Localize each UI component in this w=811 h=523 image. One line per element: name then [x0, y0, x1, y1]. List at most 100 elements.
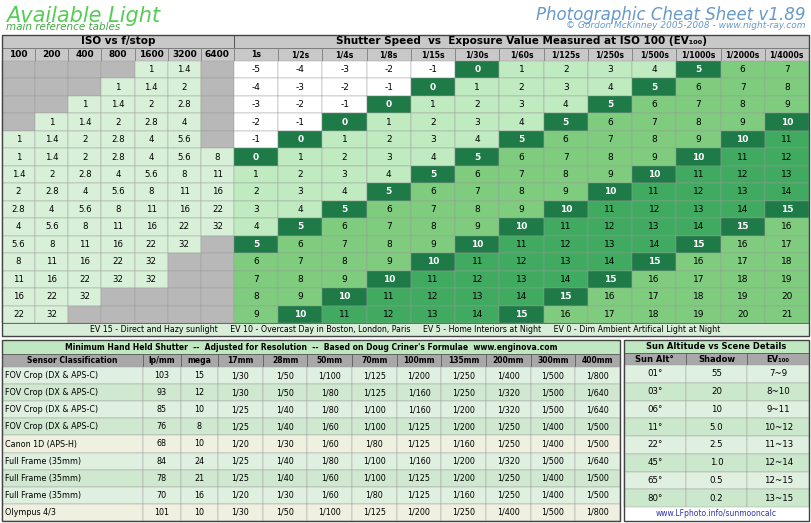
- Bar: [181, 470, 218, 487]
- Bar: [135, 305, 168, 323]
- Text: 1/125: 1/125: [408, 491, 431, 500]
- Text: 1/250: 1/250: [497, 439, 520, 449]
- Bar: [201, 78, 234, 96]
- Text: 1/800: 1/800: [586, 508, 609, 517]
- Text: 1/125: 1/125: [363, 371, 386, 380]
- Text: 10: 10: [736, 135, 749, 144]
- Bar: [168, 253, 201, 270]
- Text: 4: 4: [298, 205, 303, 214]
- Text: 1/1000s: 1/1000s: [681, 50, 715, 59]
- Text: 9: 9: [607, 170, 613, 179]
- Text: 1: 1: [115, 83, 121, 92]
- Bar: [352, 504, 397, 521]
- Text: 32: 32: [212, 222, 223, 232]
- Bar: [765, 201, 809, 218]
- Text: 1/200: 1/200: [408, 508, 431, 517]
- Bar: [685, 489, 747, 507]
- Text: -1: -1: [384, 83, 393, 92]
- Text: 65°: 65°: [647, 476, 663, 485]
- Text: 1/25: 1/25: [231, 457, 250, 465]
- Bar: [323, 236, 367, 253]
- Bar: [632, 131, 676, 149]
- Bar: [307, 384, 352, 401]
- Bar: [68, 288, 101, 305]
- Bar: [201, 96, 234, 113]
- Bar: [747, 418, 809, 436]
- Text: 9: 9: [253, 310, 259, 319]
- Text: Shadow: Shadow: [698, 355, 735, 363]
- Text: 8: 8: [215, 153, 220, 162]
- Text: 10: 10: [427, 257, 440, 266]
- Bar: [530, 401, 575, 418]
- Bar: [588, 113, 632, 131]
- Text: 1/160: 1/160: [408, 457, 431, 465]
- Bar: [234, 201, 278, 218]
- Bar: [720, 201, 765, 218]
- Bar: [765, 236, 809, 253]
- Text: 14: 14: [560, 275, 572, 284]
- Text: lp/mm: lp/mm: [148, 356, 175, 365]
- Bar: [632, 218, 676, 236]
- Bar: [720, 253, 765, 270]
- Bar: [278, 96, 323, 113]
- Text: 16: 16: [604, 292, 616, 301]
- Text: 5: 5: [651, 83, 658, 92]
- Text: www.LFphoto.info/sunmooncalc: www.LFphoto.info/sunmooncalc: [656, 509, 777, 518]
- Text: 8: 8: [253, 292, 259, 301]
- Text: 2: 2: [82, 135, 88, 144]
- Text: 1.4: 1.4: [178, 65, 191, 74]
- Text: 1/500: 1/500: [586, 439, 609, 449]
- Text: 1: 1: [298, 153, 303, 162]
- Bar: [543, 96, 588, 113]
- Bar: [720, 131, 765, 149]
- Bar: [135, 253, 168, 270]
- Bar: [500, 201, 543, 218]
- Bar: [632, 166, 676, 183]
- Text: 10~12: 10~12: [763, 423, 793, 431]
- Bar: [624, 436, 685, 454]
- Text: 1/640: 1/640: [586, 405, 609, 414]
- Text: 1: 1: [430, 100, 436, 109]
- Bar: [765, 253, 809, 270]
- Bar: [101, 236, 135, 253]
- Bar: [68, 48, 101, 61]
- Bar: [2, 436, 143, 452]
- Bar: [676, 61, 720, 78]
- Text: 2.5: 2.5: [710, 440, 723, 449]
- Text: 1/125: 1/125: [408, 474, 431, 483]
- Bar: [234, 48, 278, 61]
- Bar: [2, 340, 620, 354]
- Text: 7: 7: [518, 170, 525, 179]
- Bar: [135, 131, 168, 149]
- Bar: [218, 504, 263, 521]
- Text: 5: 5: [695, 65, 702, 74]
- Bar: [201, 253, 234, 270]
- Bar: [676, 270, 720, 288]
- Text: 11: 11: [212, 170, 223, 179]
- Text: 15: 15: [648, 257, 660, 266]
- Bar: [411, 149, 455, 166]
- Bar: [588, 270, 632, 288]
- Text: 3: 3: [298, 188, 303, 197]
- Text: 6: 6: [253, 257, 259, 266]
- Text: 1/500: 1/500: [542, 457, 564, 465]
- Bar: [588, 253, 632, 270]
- Text: 50mm: 50mm: [317, 356, 343, 365]
- Bar: [135, 113, 168, 131]
- Text: 2: 2: [82, 153, 88, 162]
- Bar: [720, 48, 765, 61]
- Bar: [765, 113, 809, 131]
- Bar: [234, 131, 278, 149]
- Bar: [765, 78, 809, 96]
- Bar: [2, 78, 35, 96]
- Text: 22: 22: [212, 205, 223, 214]
- Bar: [685, 383, 747, 401]
- Text: 12: 12: [195, 388, 204, 397]
- Bar: [543, 131, 588, 149]
- Text: 1/250: 1/250: [497, 474, 520, 483]
- Bar: [588, 305, 632, 323]
- Text: 3: 3: [341, 170, 347, 179]
- Bar: [575, 401, 620, 418]
- Text: 22: 22: [13, 310, 24, 319]
- Text: 6: 6: [430, 188, 436, 197]
